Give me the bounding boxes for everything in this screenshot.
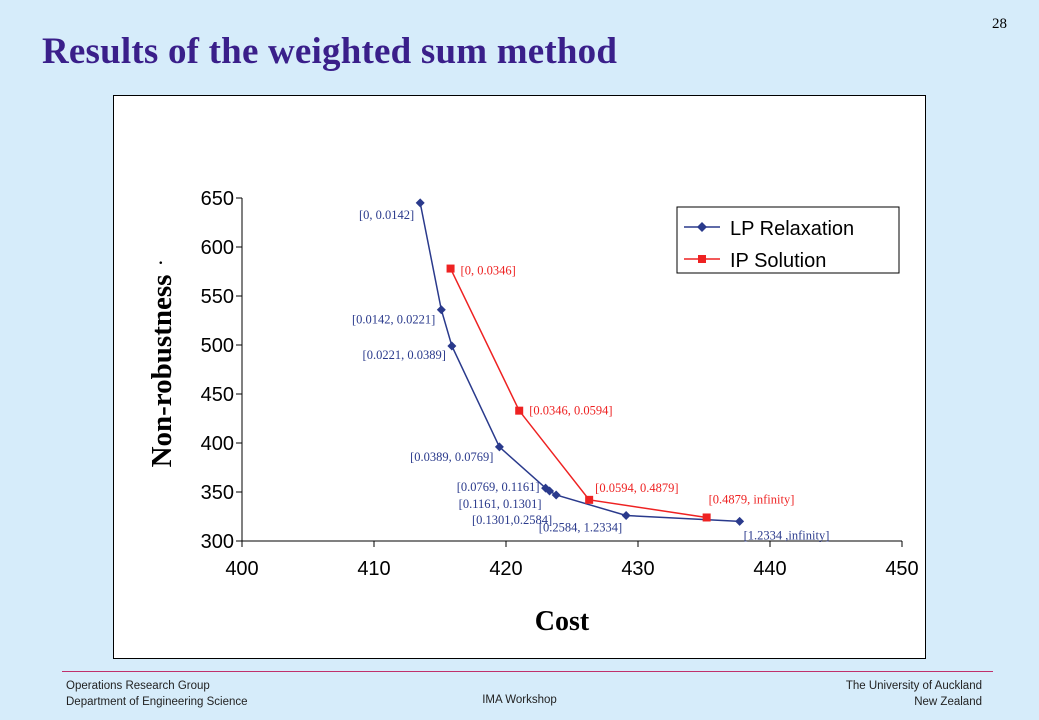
data-label: [0, 0.0346] bbox=[461, 264, 516, 278]
footer-divider bbox=[62, 671, 993, 672]
lp-point-marker bbox=[494, 442, 504, 452]
data-label: [0.0594, 0.4879] bbox=[595, 481, 678, 495]
lp-point-marker bbox=[447, 341, 457, 351]
data-label: [0.0769, 0.1161] bbox=[457, 480, 540, 494]
legend-lp-label: LP Relaxation bbox=[730, 218, 854, 240]
tick-layer: 400 410 420 430 440 450 300 350 400 450 500 550 600 6… bbox=[201, 188, 919, 580]
chart-legend: LP Relaxation IP Solution bbox=[676, 206, 900, 274]
data-label: [1.2334 ,infinity] bbox=[744, 528, 830, 542]
data-label-layer: [0, 0.0142] [0.0142, 0.0221] [0.0221, 0.03… bbox=[352, 208, 829, 543]
data-label: [0.4879, infinity] bbox=[709, 492, 795, 506]
y-tick-label: 400 bbox=[201, 433, 234, 455]
axes bbox=[241, 198, 902, 542]
y-tick-label: 550 bbox=[201, 286, 234, 308]
footer-center: IMA Workshop bbox=[482, 694, 557, 706]
x-tick-label: 430 bbox=[621, 558, 654, 580]
legend-lp-marker bbox=[697, 222, 707, 232]
ip-point-marker bbox=[515, 406, 524, 415]
legend-box bbox=[676, 206, 900, 274]
slide-title: Results of the weighted sum method bbox=[42, 31, 618, 72]
x-tick-label: 440 bbox=[753, 558, 786, 580]
ip-point-marker bbox=[702, 513, 711, 522]
lp-point-marker bbox=[621, 511, 631, 521]
footer-group-name: Operations Research Group bbox=[66, 680, 210, 692]
data-label: [0.1301,0.2584] bbox=[472, 513, 552, 527]
lp-point-marker bbox=[551, 490, 561, 500]
data-label: [0.0221, 0.0389] bbox=[363, 348, 446, 362]
y-tick-label: 500 bbox=[201, 335, 234, 357]
y-axis-title: Non-robustness bbox=[146, 275, 178, 468]
x-tick-label: 410 bbox=[357, 558, 390, 580]
data-label: [0.0346, 0.0594] bbox=[529, 404, 612, 418]
legend-ip-marker bbox=[698, 255, 706, 263]
data-label: [0.0142, 0.0221] bbox=[352, 313, 435, 327]
y-tick-label: 450 bbox=[201, 384, 234, 406]
legend-ip-label: IP Solution bbox=[730, 250, 826, 272]
y-tick-label: 300 bbox=[201, 531, 234, 553]
footer-right: The University of Auckland New Zealand bbox=[846, 678, 982, 710]
page-number: 28 bbox=[992, 16, 1007, 32]
lp-point-marker bbox=[436, 305, 446, 315]
y-tick-label: 350 bbox=[201, 482, 234, 504]
data-label: [0.2584, 1.2334] bbox=[539, 521, 622, 535]
data-label: [0.1161, 0.1301] bbox=[459, 497, 542, 511]
x-tick-label: 420 bbox=[489, 558, 522, 580]
lp-point-marker bbox=[545, 486, 555, 496]
data-label: [0.0389, 0.0769] bbox=[410, 450, 493, 464]
y-tick-label: 600 bbox=[201, 237, 234, 259]
x-axis-title: Cost bbox=[535, 606, 590, 637]
chart-container: 400 410 420 430 440 450 300 350 400 450 500 550 600 6… bbox=[113, 95, 926, 659]
footer-country: New Zealand bbox=[914, 696, 982, 708]
footer-department: Department of Engineering Science bbox=[66, 696, 248, 708]
x-tick-label: 450 bbox=[885, 558, 918, 580]
x-tick-label: 400 bbox=[225, 558, 258, 580]
series-layer bbox=[415, 198, 745, 526]
ip-point-marker bbox=[585, 495, 594, 504]
chart-svg: 400 410 420 430 440 450 300 350 400 450 500 550 600 6… bbox=[146, 188, 919, 637]
series-line-ip-solution bbox=[449, 268, 707, 519]
lp-point-marker bbox=[735, 516, 745, 526]
lp-point-marker bbox=[415, 198, 425, 208]
ip-point-marker bbox=[446, 264, 455, 273]
footer-university: The University of Auckland bbox=[845, 680, 982, 692]
footer-left: Operations Research Group Department of … bbox=[66, 678, 248, 710]
data-label: [0, 0.0142] bbox=[359, 208, 414, 222]
y-tick-label: 650 bbox=[201, 188, 234, 210]
y-axis-title-dot: . bbox=[158, 244, 164, 269]
